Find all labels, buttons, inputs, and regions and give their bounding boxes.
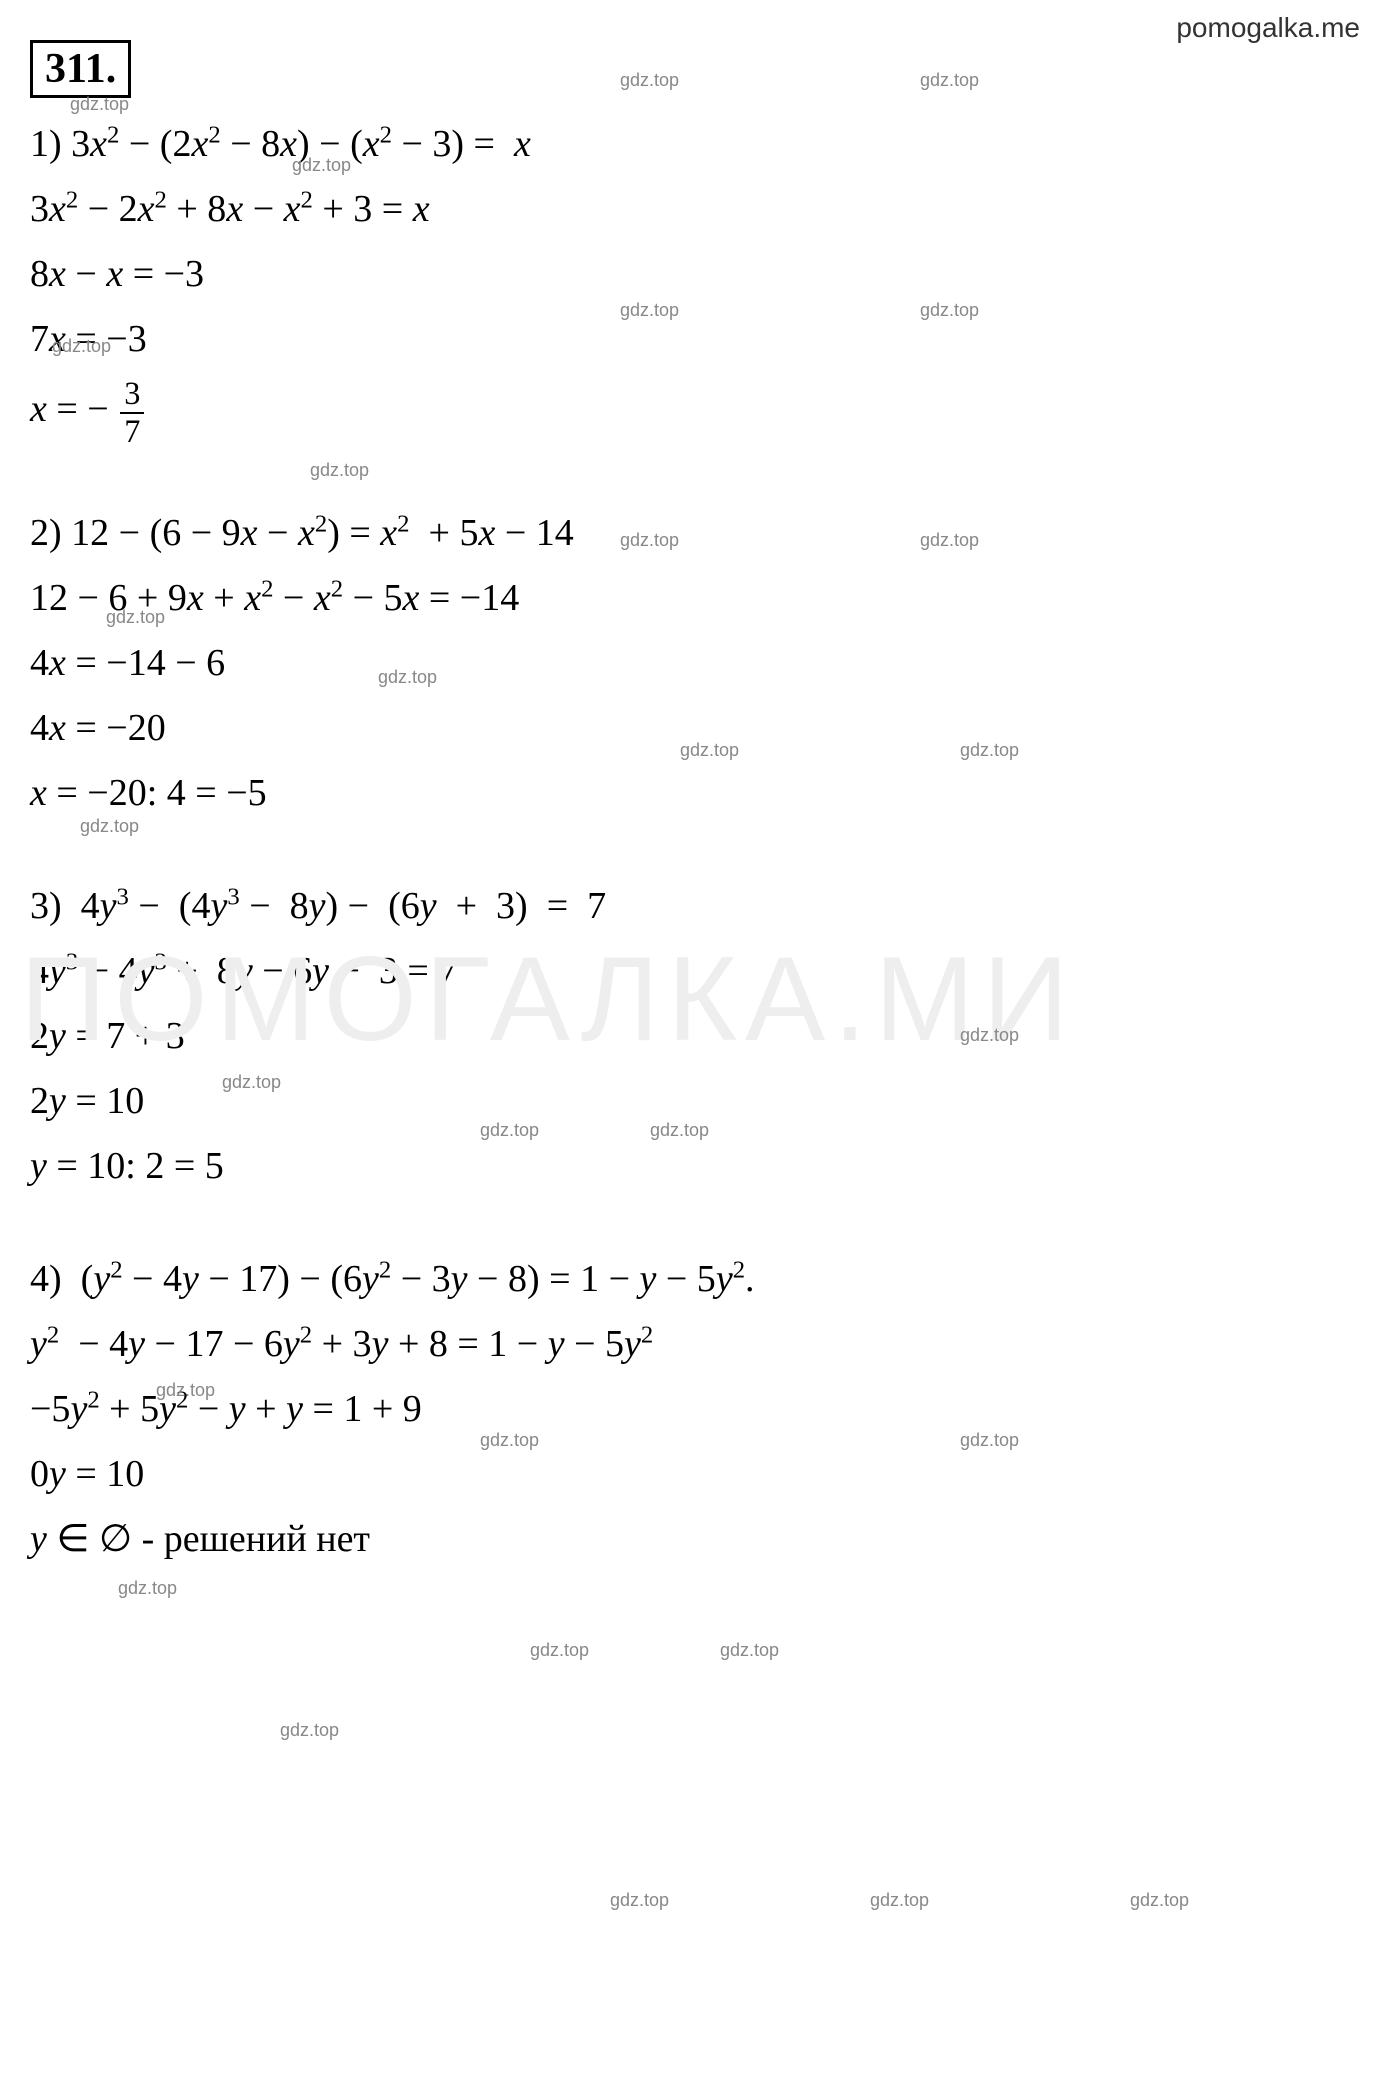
p4-line3: −5y2 + 5y2 − y + y = 1 + 9 bbox=[30, 1381, 1370, 1438]
p4-line2: y2 − 4y − 17 − 6y2 + 3y + 8 = 1 − y − 5y… bbox=[30, 1316, 1370, 1373]
p1-line2: 3x2 − 2x2 + 8x − x2 + 3 = x bbox=[30, 181, 1370, 238]
p1-line5: x = − 37 bbox=[30, 376, 1370, 449]
watermark-small: gdz.top bbox=[280, 1720, 339, 1741]
p1-line1: 1) 3x2 − (2x2 − 8x) − (x2 − 3) = x bbox=[30, 116, 1370, 173]
p3-line1: 3) 4y3 − (4y3 − 8y) − (6y + 3) = 7 bbox=[30, 878, 1370, 935]
p3-line5: y = 10: 2 = 5 bbox=[30, 1138, 1370, 1195]
p2-line2: 12 − 6 + 9x + x2 − x2 − 5x = −14 bbox=[30, 570, 1370, 627]
p3-line4: 2y = 10 bbox=[30, 1073, 1370, 1130]
p4-line5: y ∈ ∅ - решений нет bbox=[30, 1511, 1370, 1568]
watermark-small: gdz.top bbox=[610, 1890, 669, 1911]
problem-number-box: 311. bbox=[30, 40, 1370, 108]
p4-line1: 4) (y2 − 4y − 17) − (6y2 − 3y − 8) = 1 −… bbox=[30, 1251, 1370, 1308]
problem-number: 311. bbox=[30, 40, 131, 98]
p2-line5: x = −20: 4 = −5 bbox=[30, 765, 1370, 822]
p2-line1: 2) 12 − (6 − 9x − x2) = x2 + 5x − 14 bbox=[30, 505, 1370, 562]
watermark-small: gdz.top bbox=[1130, 1890, 1189, 1911]
p2-line3: 4x = −14 − 6 bbox=[30, 635, 1370, 692]
site-url: pomogalka.me bbox=[1176, 12, 1360, 44]
watermark-small: gdz.top bbox=[870, 1890, 929, 1911]
p2-line4: 4x = −20 bbox=[30, 700, 1370, 757]
p1-line3: 8x − x = −3 bbox=[30, 246, 1370, 303]
p1-line4: 7x = −3 bbox=[30, 311, 1370, 368]
watermark-small: gdz.top bbox=[720, 1640, 779, 1661]
p3-line2: 4y3 − 4y3 + 8y − 6y − 3 = 7 bbox=[30, 943, 1370, 1000]
p4-line4: 0y = 10 bbox=[30, 1446, 1370, 1503]
watermark-small: gdz.top bbox=[118, 1578, 177, 1599]
watermark-small: gdz.top bbox=[530, 1640, 589, 1661]
p3-line3: 2y = 7 + 3 bbox=[30, 1008, 1370, 1065]
